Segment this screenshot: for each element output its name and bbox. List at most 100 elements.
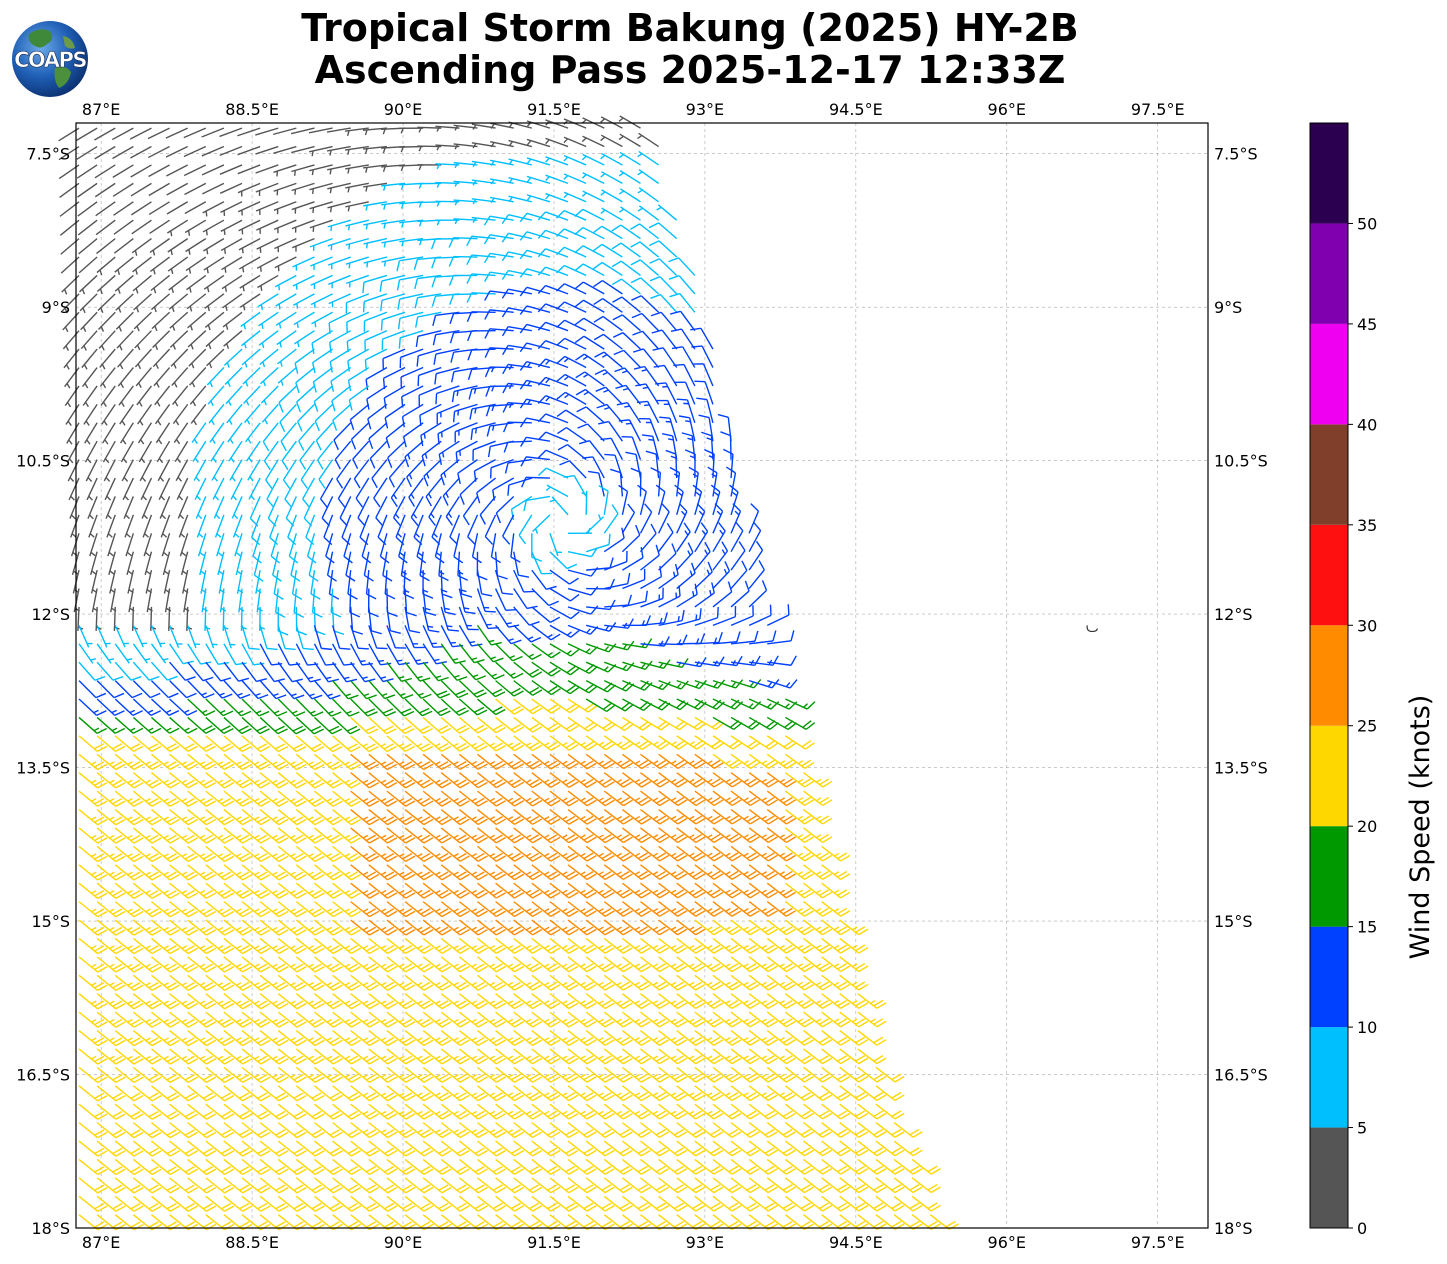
colorbar-label: Wind Speed (knots) — [1405, 695, 1436, 960]
wind-barb — [581, 172, 605, 184]
wind-barb — [344, 145, 369, 155]
wind-barb — [295, 993, 325, 1010]
wind-barb — [784, 808, 815, 825]
wind-barb — [259, 937, 289, 955]
wind-barb — [96, 1195, 126, 1212]
wind-barb — [96, 625, 111, 648]
wind-barb — [748, 1140, 778, 1157]
wind-barb — [134, 330, 152, 351]
wind-barb — [531, 680, 561, 696]
wind-barb — [593, 297, 623, 313]
wind-barb — [327, 201, 351, 213]
wind-barb — [730, 937, 760, 954]
wind-barb — [839, 1177, 869, 1194]
wind-barb — [252, 533, 262, 564]
wind-barb — [80, 330, 98, 351]
wind-barb — [537, 431, 569, 442]
wind-barb — [292, 274, 315, 290]
wind-barb — [621, 1122, 651, 1138]
wind-barb — [187, 1066, 217, 1084]
wind-barb — [223, 1214, 253, 1231]
wind-barb — [259, 643, 283, 666]
wind-barb — [612, 296, 641, 313]
wind-barb — [613, 349, 641, 369]
wind-barb — [435, 181, 460, 188]
wind-barb — [97, 293, 116, 313]
wind-barb — [326, 145, 351, 156]
wind-barb — [119, 422, 134, 445]
wind-barb — [537, 376, 569, 387]
wind-barb — [368, 919, 398, 936]
wind-barb — [440, 956, 470, 973]
wind-barb — [748, 503, 760, 534]
wind-barb — [669, 292, 696, 313]
wind-barb — [676, 735, 706, 750]
wind-barb — [223, 993, 253, 1010]
wind-barb — [477, 680, 506, 698]
wind-barb — [712, 1085, 742, 1102]
wind-barb — [135, 367, 153, 388]
wind-barb — [440, 1103, 470, 1120]
wind-barb — [404, 753, 434, 771]
wind-barb — [839, 1011, 869, 1028]
wind-barb — [694, 772, 724, 788]
wind-barb — [66, 422, 80, 445]
wind-barb — [585, 1029, 615, 1046]
wind-barb — [422, 606, 440, 633]
wind-barb — [574, 263, 605, 277]
wind-barb — [83, 403, 98, 426]
wind-barb — [205, 643, 229, 666]
wind-barb — [124, 514, 135, 538]
wind-barb — [132, 735, 162, 752]
wind-barb — [458, 956, 488, 973]
wind-barb — [581, 190, 605, 203]
wind-barb — [574, 335, 605, 350]
wind-barb — [86, 477, 98, 501]
wind-barb — [559, 460, 587, 479]
wind-barb — [277, 790, 307, 807]
wind-barb — [839, 1140, 869, 1157]
wind-barb — [531, 606, 561, 623]
wind-barb — [183, 145, 207, 158]
wind-barb — [484, 514, 497, 545]
wind-barb — [187, 882, 217, 899]
wind-barb — [640, 956, 670, 973]
wind-barb — [263, 440, 279, 471]
wind-barb — [223, 974, 253, 991]
wind-barb — [258, 311, 279, 330]
wind-barb — [676, 882, 706, 899]
wind-barb — [616, 401, 642, 424]
wind-barb — [224, 367, 243, 387]
wind-barb — [630, 277, 660, 295]
wind-barb — [658, 1103, 688, 1120]
wind-barb — [386, 1029, 416, 1047]
wind-barb — [585, 753, 615, 770]
wind-barb — [114, 1048, 144, 1065]
wind-barb — [96, 901, 126, 918]
wind-barb — [176, 477, 189, 501]
wind-barb — [397, 293, 424, 310]
wind-barb — [502, 514, 515, 545]
wind-barb — [78, 1011, 108, 1028]
wind-barb — [187, 1011, 217, 1028]
wind-barb — [484, 290, 514, 301]
wind-barb — [78, 238, 98, 255]
wind-barb — [256, 219, 279, 234]
wind-barb — [458, 772, 488, 789]
wind-barb — [167, 219, 189, 237]
wind-barb — [440, 974, 470, 991]
wind-barb — [748, 521, 762, 553]
wind-barb — [803, 1029, 833, 1046]
wind-barb — [766, 864, 796, 880]
wind-barb — [821, 956, 851, 973]
wind-barb — [169, 827, 198, 844]
wind-barb — [803, 956, 833, 973]
wind-barb — [241, 735, 271, 753]
wind-barb — [730, 790, 760, 807]
wind-barb — [241, 901, 271, 918]
wind-barb — [130, 164, 152, 178]
wind-barb — [483, 234, 514, 245]
wind-barb — [314, 1140, 343, 1157]
wind-barb — [531, 882, 561, 899]
wind-barb — [502, 344, 532, 356]
